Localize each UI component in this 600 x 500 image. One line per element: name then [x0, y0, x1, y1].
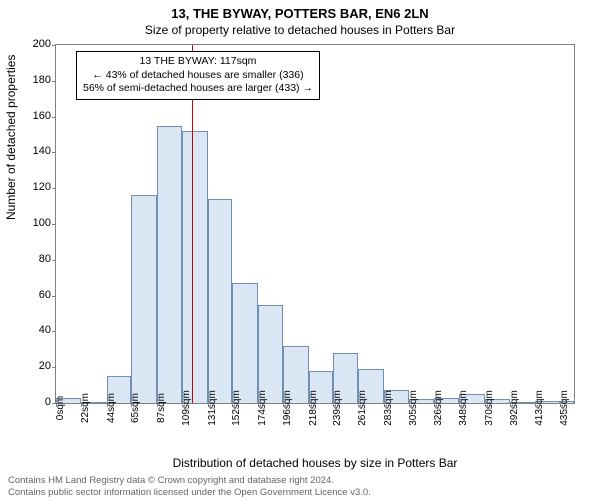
x-tick-label: 413sqm: [534, 390, 545, 426]
footer-attribution: Contains HM Land Registry data © Crown c…: [8, 475, 371, 498]
annotation-box: 13 THE BYWAY: 117sqm ← 43% of detached h…: [76, 51, 320, 100]
page-subtitle: Size of property relative to detached ho…: [0, 21, 600, 37]
histogram-bar: [232, 283, 257, 403]
x-tick-label: 0sqm: [55, 396, 66, 420]
x-tick-label: 326sqm: [433, 390, 444, 426]
histogram-bar: [182, 131, 207, 403]
x-tick-label: 283sqm: [383, 390, 394, 426]
y-tick-label: 160: [33, 110, 51, 122]
y-tick-mark: [52, 296, 56, 297]
chart-container: 13, THE BYWAY, POTTERS BAR, EN6 2LN Size…: [0, 0, 600, 500]
x-tick-label: 196sqm: [282, 390, 293, 426]
x-tick-label: 348sqm: [458, 390, 469, 426]
y-tick-mark: [52, 260, 56, 261]
x-tick-label: 131sqm: [207, 390, 218, 426]
histogram-bar: [258, 305, 283, 403]
y-tick-mark: [52, 224, 56, 225]
x-tick-label: 392sqm: [509, 390, 520, 426]
y-tick-label: 40: [39, 324, 51, 336]
y-tick-label: 0: [45, 396, 51, 408]
annotation-line-1: 13 THE BYWAY: 117sqm: [83, 55, 313, 69]
x-tick-label: 218sqm: [308, 390, 319, 426]
x-tick-label: 152sqm: [231, 390, 242, 426]
y-axis-label: Number of detached properties: [4, 55, 18, 220]
footer-line-2: Contains public sector information licen…: [8, 487, 371, 498]
histogram-bar: [157, 126, 182, 403]
page-title-address: 13, THE BYWAY, POTTERS BAR, EN6 2LN: [0, 0, 600, 21]
x-tick-label: 65sqm: [130, 393, 141, 423]
y-tick-label: 100: [33, 217, 51, 229]
y-tick-mark: [52, 152, 56, 153]
histogram-bar: [208, 199, 232, 403]
annotation-line-2: ← 43% of detached houses are smaller (33…: [83, 69, 313, 83]
y-tick-label: 180: [33, 74, 51, 86]
x-tick-label: 435sqm: [559, 390, 570, 426]
x-tick-label: 22sqm: [80, 393, 91, 423]
y-tick-label: 120: [33, 181, 51, 193]
y-tick-label: 80: [39, 253, 51, 265]
plot-area: 13 THE BYWAY: 117sqm ← 43% of detached h…: [55, 44, 575, 404]
y-tick-mark: [52, 331, 56, 332]
x-tick-label: 370sqm: [484, 390, 495, 426]
y-tick-label: 20: [39, 360, 51, 372]
x-tick-label: 261sqm: [357, 390, 368, 426]
y-tick-mark: [52, 117, 56, 118]
y-tick-label: 140: [33, 145, 51, 157]
y-tick-mark: [52, 45, 56, 46]
y-tick-label: 60: [39, 289, 51, 301]
x-axis-label: Distribution of detached houses by size …: [55, 456, 575, 470]
annotation-line-3: 56% of semi-detached houses are larger (…: [83, 82, 313, 96]
x-tick-label: 44sqm: [106, 393, 117, 423]
x-tick-label: 87sqm: [156, 393, 167, 423]
footer-line-1: Contains HM Land Registry data © Crown c…: [8, 475, 371, 486]
y-tick-mark: [52, 188, 56, 189]
x-tick-label: 239sqm: [332, 390, 343, 426]
x-tick-label: 305sqm: [408, 390, 419, 426]
x-tick-label: 174sqm: [257, 390, 268, 426]
y-tick-mark: [52, 81, 56, 82]
y-tick-mark: [52, 367, 56, 368]
histogram-bar: [131, 195, 156, 403]
y-tick-label: 200: [33, 38, 51, 50]
